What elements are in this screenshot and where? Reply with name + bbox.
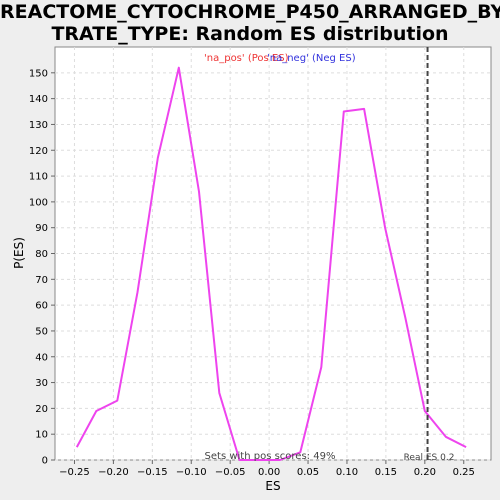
y-tick-label: 120 (29, 146, 48, 157)
y-tick-label: 80 (35, 249, 48, 260)
y-tick-label: 130 (29, 120, 48, 131)
y-tick-label: 70 (35, 275, 48, 286)
x-axis: −0.25 −0.20 −0.15 −0.10 −0.05 0.00 0.05 0.10 0.1… (59, 460, 475, 478)
x-tick-label: 0.10 (336, 467, 358, 478)
legend-pos: 'na_pos' (Pos ES) (204, 53, 289, 64)
chart-title: REACTOME_CYTOCHROME_P450_ARRANGED_BY_SUB… (0, 1, 500, 45)
y-tick-label: 10 (35, 430, 48, 441)
y-tick-label: 0 (42, 456, 48, 467)
y-tick-label: 100 (29, 197, 48, 208)
x-tick-label: −0.20 (98, 467, 129, 478)
real-es-label: Real ES 0.2 (404, 453, 455, 463)
x-tick-label: −0.10 (176, 467, 207, 478)
y-tick-label: 20 (35, 404, 48, 415)
y-tick-label: 140 (29, 94, 48, 105)
grid (55, 47, 491, 461)
y-tick-label: 30 (35, 378, 48, 389)
x-tick-label: 0.05 (297, 467, 319, 478)
legend-neg: 'na_neg' (Neg ES) (267, 53, 356, 64)
x-tick-label: −0.25 (59, 467, 90, 478)
x-tick-label: −0.15 (137, 467, 168, 478)
chart-title-line2: TRATE_TYPE: Random ES distribution (51, 23, 449, 45)
series-group (75, 66, 467, 461)
es-distribution-line (75, 66, 467, 461)
x-tick-label: 0.00 (258, 467, 280, 478)
x-axis-label: ES (265, 479, 280, 493)
y-tick-label: 110 (29, 172, 48, 183)
x-tick-label: 0.15 (375, 467, 397, 478)
chart-title-line1: REACTOME_CYTOCHROME_P450_ARRANGED_BY_SUB… (0, 1, 500, 23)
pos-score-annotation: Sets with pos scores: 49% (205, 451, 336, 462)
x-tick-label: 0.25 (453, 467, 475, 478)
x-tick-label: 0.20 (414, 467, 436, 478)
y-tick-label: 90 (35, 223, 48, 234)
y-tick-label: 40 (35, 352, 48, 363)
y-tick-label: 50 (35, 326, 48, 337)
x-tick-label: −0.05 (215, 467, 246, 478)
y-axis: 0 10 20 30 40 50 60 70 80 90 100 110 120 130 140 150 (29, 68, 55, 467)
y-tick-label: 60 (35, 301, 48, 312)
y-axis-label: P(ES) (12, 237, 26, 269)
y-tick-label: 150 (29, 68, 48, 79)
